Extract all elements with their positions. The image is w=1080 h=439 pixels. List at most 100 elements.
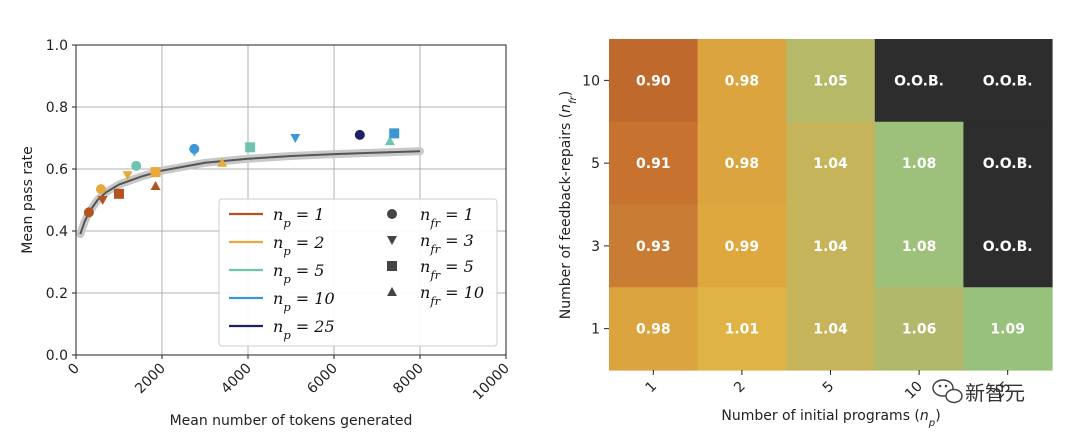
- heatmap-cell-label: 0.98: [725, 73, 760, 89]
- legend-marker-triangle-up: [387, 287, 397, 296]
- heatmap-cell: [963, 287, 1053, 371]
- heatmap-cell-label: 1.09: [990, 322, 1025, 338]
- heatmap-cell: [874, 287, 964, 371]
- heatmap-cell-label: 1.04: [813, 156, 848, 172]
- heatmap-cell-label: 1.05: [813, 73, 848, 89]
- legend-label-triangle-up: nfr = 10: [420, 283, 484, 308]
- legend-label-triangle-down: nfr = 3: [420, 231, 474, 256]
- data-point-np10-triangle-down: [290, 134, 301, 143]
- legend-label-np5: np = 5: [273, 261, 324, 286]
- data-point-np10-square: [389, 128, 400, 139]
- y-tick-label: 0.6: [46, 162, 68, 178]
- y-tick-label: 3: [591, 239, 600, 255]
- heatmap-cell: [963, 204, 1053, 288]
- heatmap-cell: [963, 39, 1053, 123]
- heatmap-cell-label: 1.01: [725, 322, 760, 338]
- data-point-np2-square: [150, 167, 161, 178]
- data-point-np1-triangle-down: [97, 196, 108, 205]
- x-tick-labels: 0 2000 4000 6000 8000 10000: [65, 355, 513, 403]
- legend-label-np25: np = 25: [273, 317, 335, 342]
- y-tick-label: 0.8: [46, 100, 68, 116]
- heatmap-cell-label: 0.99: [725, 239, 760, 255]
- heatmap-cell-label: 0.93: [636, 239, 671, 255]
- x-tick-label: 10000: [470, 361, 513, 404]
- heatmap-cell: [609, 287, 699, 371]
- heatmap-cell: [874, 121, 964, 206]
- data-point-np1-circle: [83, 207, 94, 218]
- heatmap-cell: [697, 204, 787, 288]
- heatmap-cell: [609, 121, 699, 206]
- y-tick-label: 5: [591, 156, 600, 172]
- heatmap-cell-label: 1.06: [902, 322, 937, 338]
- scatter-chart: 0 2000 4000 6000 8000 10000 0.00.20.40.60.81.…: [20, 38, 513, 429]
- data-point-np2-triangle-down: [122, 171, 133, 181]
- x-axis-label: Number of initial programs (np): [721, 408, 940, 429]
- data-points: [83, 128, 400, 218]
- heatmap-cell: [786, 39, 876, 123]
- heatmap-cell: [697, 121, 787, 206]
- watermark-text: 新智元: [965, 381, 1025, 405]
- x-axis-label: Mean number of tokens generated: [170, 413, 413, 429]
- legend-label-np10: np = 10: [273, 289, 335, 314]
- heatmap-cell-label: 0.98: [636, 322, 671, 338]
- y-tick-label: 0.2: [46, 286, 68, 302]
- data-point-np10-circle: [189, 143, 200, 154]
- heatmap-cell-label: 1.04: [813, 239, 848, 255]
- y-tick-labels: 0.0 0.2 0.4 0.6 0.8 1.0: [46, 38, 76, 364]
- legend-label-circle: nfr = 1: [420, 205, 474, 230]
- y-tick-label: 0.0: [46, 348, 68, 364]
- data-point-np2-triangle-up: [217, 157, 228, 167]
- heatmap-cell-label: 0.98: [725, 156, 760, 172]
- data-point-np5-circle: [131, 160, 142, 171]
- heatmap-cell: [874, 39, 964, 123]
- heatmap-chart: 0.90 0.98 1.05 O.O.B. O.O.B. 0.91 0.98 1.04 1.08…: [558, 39, 1053, 429]
- heatmap-cell-label: 1.08: [902, 239, 937, 255]
- legend-label-square: nfr = 5: [420, 257, 474, 282]
- x-tick-label: 6000: [304, 361, 341, 398]
- heatmap-cell-label: 0.91: [636, 156, 671, 172]
- x-tick-label: 4000: [218, 361, 255, 398]
- heatmap-cell: [786, 121, 876, 206]
- heatmap-cell-label: 0.90: [636, 73, 671, 89]
- heatmap-cell: [609, 39, 699, 123]
- y-tick-label: 1.0: [46, 38, 68, 54]
- y-tick-label: 1: [591, 322, 600, 338]
- legend-label-np1: np = 1: [273, 205, 324, 230]
- wechat-logo-icon: [932, 379, 963, 404]
- data-point-np2-circle: [95, 184, 106, 195]
- heatmap-cell: [609, 204, 699, 288]
- x-tick-label: 10: [902, 379, 926, 403]
- heatmap-cell-label: O.O.B.: [983, 73, 1033, 89]
- y-axis-label: Mean pass rate: [20, 146, 36, 254]
- heatmap-cell: [697, 39, 787, 123]
- x-tick-label: 1: [643, 379, 661, 397]
- x-tick-label: 2: [731, 379, 749, 397]
- data-point-np25-circle: [354, 129, 365, 140]
- heatmap-cells: 0.90 0.98 1.05 O.O.B. O.O.B. 0.91 0.98 1.04 1.08…: [609, 39, 1053, 371]
- legend-marker-square: [387, 261, 397, 271]
- heatmap-cell: [697, 287, 787, 371]
- heatmap-cell-label: O.O.B.: [983, 239, 1033, 255]
- x-tick-label: 8000: [390, 361, 427, 398]
- heatmap-cell: [874, 204, 964, 288]
- data-point-np1-triangle-up: [150, 181, 161, 191]
- x-tick-label: 2000: [132, 361, 169, 398]
- legend-marker-triangle-down: [387, 236, 397, 245]
- watermark: 新智元: [932, 379, 1025, 405]
- heatmap-cell-label: 1.04: [813, 322, 848, 338]
- data-point-np1-square: [114, 188, 124, 199]
- legend-frame: [218, 198, 498, 347]
- heatmap-cell: [786, 204, 876, 288]
- y-tick-labels: 10 5 3 1: [582, 73, 609, 338]
- heatmap-cell-label: O.O.B.: [894, 73, 944, 89]
- x-tick-label: 5: [820, 379, 838, 397]
- heatmap-cell-label: 1.08: [902, 156, 937, 172]
- legend-marker-circle: [387, 209, 397, 219]
- plot-frame: [75, 44, 507, 356]
- heatmap-cell-label: O.O.B.: [983, 156, 1033, 172]
- y-axis-label: Number of feedback-repairs (nfr): [558, 91, 579, 319]
- heatmap-cell: [963, 121, 1053, 206]
- heatmap-cell: [786, 287, 876, 371]
